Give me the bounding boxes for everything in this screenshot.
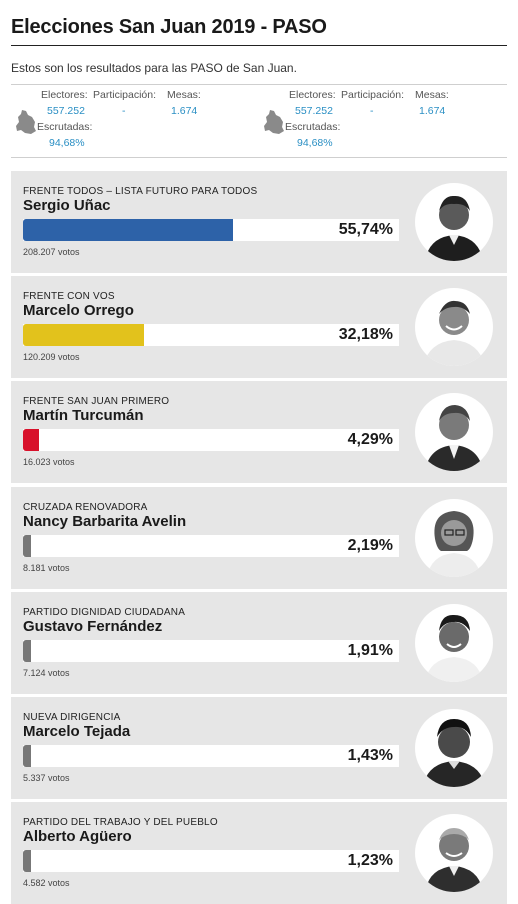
province-map-icon: [264, 110, 284, 134]
vote-percentage: 1,43%: [347, 747, 393, 764]
vote-bar: 1,43%: [23, 745, 399, 767]
vote-count: 8.181 votos: [23, 563, 70, 573]
party-name: FRENTE TODOS – LISTA FUTURO PARA TODOS: [23, 186, 258, 197]
participacion-label: Participación:: [341, 89, 405, 101]
stats-bottom-divider: [11, 157, 507, 158]
vote-bar: 55,74%: [23, 219, 399, 241]
party-name: NUEVA DIRIGENCIA: [23, 712, 121, 723]
vote-bar-fill: [23, 640, 31, 662]
electores-value: 557.252: [47, 105, 85, 117]
stats-top-divider: [11, 84, 507, 85]
vote-percentage: 1,23%: [347, 852, 393, 869]
mesas-value: 1.674: [419, 105, 446, 117]
vote-bar: 1,23%: [23, 850, 399, 872]
party-name: PARTIDO DEL TRABAJO Y DEL PUEBLO: [23, 817, 218, 828]
party-name: FRENTE CON VOS: [23, 291, 115, 302]
mesas-value: 1.674: [171, 105, 198, 117]
vote-count: 5.337 votos: [23, 773, 70, 783]
electores-label: Electores:: [289, 89, 336, 101]
candidate-name: Martín Turcumán: [23, 407, 144, 424]
vote-percentage: 2,19%: [347, 537, 393, 554]
party-name: FRENTE SAN JUAN PRIMERO: [23, 396, 170, 407]
vote-bar: 2,19%: [23, 535, 399, 557]
province-map-icon: [16, 110, 36, 134]
candidate-photo-icon: [415, 709, 493, 787]
vote-count: 7.124 votos: [23, 668, 70, 678]
mesas-label: Mesas:: [415, 89, 449, 101]
candidate-card: PARTIDO DEL TRABAJO Y DEL PUEBLO Alberto…: [11, 802, 507, 904]
candidate-card: CRUZADA RENOVADORA Nancy Barbarita Aveli…: [11, 487, 507, 589]
candidate-name: Gustavo Fernández: [23, 618, 163, 635]
candidate-photo-icon: [415, 604, 493, 682]
candidate-name: Marcelo Orrego: [23, 302, 134, 319]
candidate-photo-icon: [415, 288, 493, 366]
candidate-photo-icon: [415, 183, 493, 261]
candidate-card: FRENTE SAN JUAN PRIMERO Martín Turcumán …: [11, 381, 507, 483]
vote-bar-fill: [23, 429, 39, 451]
candidate-name: Sergio Uñac: [23, 197, 111, 214]
vote-percentage: 32,18%: [338, 326, 393, 343]
escrutadas-label: Escrutadas:: [285, 121, 341, 133]
vote-bar-fill: [23, 850, 31, 872]
stats-summary: Electores: 557.252 Participación: - Mesa…: [263, 89, 503, 153]
candidate-name: Nancy Barbarita Avelin: [23, 513, 187, 530]
vote-count: 208.207 votos: [23, 247, 80, 257]
electores-label: Electores:: [41, 89, 88, 101]
escrutadas-label: Escrutadas:: [37, 121, 93, 133]
candidate-name: Marcelo Tejada: [23, 723, 131, 740]
vote-bar: 4,29%: [23, 429, 399, 451]
party-name: PARTIDO DIGNIDAD CIUDADANA: [23, 607, 186, 618]
vote-bar: 1,91%: [23, 640, 399, 662]
candidate-card: PARTIDO DIGNIDAD CIUDADANA Gustavo Ferná…: [11, 592, 507, 694]
title-divider: [11, 45, 507, 46]
candidate-card: FRENTE CON VOS Marcelo Orrego 32,18% 120…: [11, 276, 507, 378]
vote-bar-fill: [23, 745, 31, 767]
vote-percentage: 1,91%: [347, 642, 393, 659]
vote-percentage: 4,29%: [347, 431, 393, 448]
vote-percentage: 55,74%: [338, 221, 393, 238]
escrutadas-value: 94,68%: [49, 137, 85, 149]
participacion-label: Participación:: [93, 89, 157, 101]
vote-count: 120.209 votos: [23, 352, 80, 362]
escrutadas-value: 94,68%: [297, 137, 333, 149]
candidate-card: NUEVA DIRIGENCIA Marcelo Tejada 1,43% 5.…: [11, 697, 507, 799]
candidate-card: FRENTE TODOS – LISTA FUTURO PARA TODOS S…: [11, 171, 507, 273]
page-subtitle: Estos son los resultados para las PASO d…: [11, 61, 297, 75]
candidate-photo-icon: [415, 814, 493, 892]
candidate-name: Alberto Agüero: [23, 828, 132, 845]
candidate-photo-icon: [415, 499, 493, 577]
stats-summary: Electores: 557.252 Participación: - Mesa…: [15, 89, 255, 153]
page-title: Elecciones San Juan 2019 - PASO: [11, 16, 327, 38]
candidate-photo-icon: [415, 393, 493, 471]
participacion-value: -: [122, 105, 126, 117]
mesas-label: Mesas:: [167, 89, 201, 101]
participacion-value: -: [370, 105, 374, 117]
electores-value: 557.252: [295, 105, 333, 117]
vote-count: 16.023 votos: [23, 457, 75, 467]
party-name: CRUZADA RENOVADORA: [23, 502, 148, 513]
vote-bar-fill: [23, 219, 233, 241]
vote-bar: 32,18%: [23, 324, 399, 346]
vote-count: 4.582 votos: [23, 878, 70, 888]
vote-bar-fill: [23, 535, 31, 557]
vote-bar-fill: [23, 324, 144, 346]
